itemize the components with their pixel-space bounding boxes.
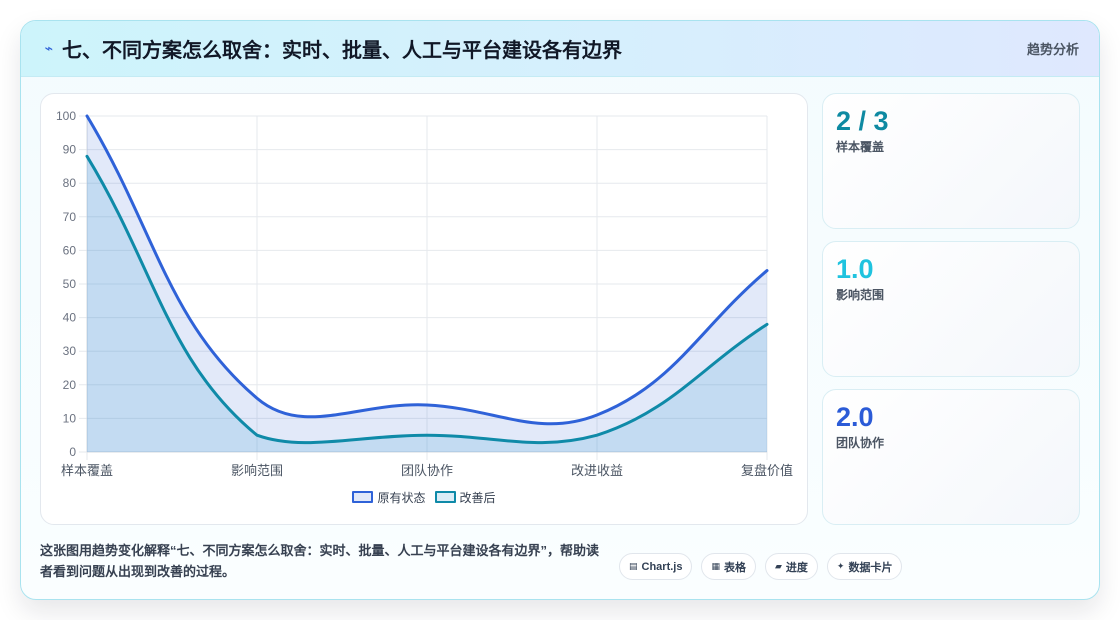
legend-item-improved[interactable]: 改善后 bbox=[434, 489, 496, 506]
panel-type-badge: 趋势分析 bbox=[1026, 42, 1079, 57]
data-point bbox=[423, 431, 431, 439]
y-tick-label: 50 bbox=[63, 277, 77, 291]
trend-spark-icon: ⌁ bbox=[44, 40, 54, 57]
legend-swatch-original bbox=[352, 491, 374, 503]
data-point bbox=[253, 394, 261, 402]
tag-label: 表格 bbox=[724, 561, 746, 574]
stat-value: 2.0 bbox=[836, 402, 874, 432]
stat-label: 影响范围 bbox=[836, 288, 885, 302]
series-2-line bbox=[85, 154, 769, 445]
trend-line-chart: 0 10 20 30 40 50 60 70 80 90 100 样本覆盖 影响范围 团队协作 改进收益 复盘… bbox=[56, 109, 793, 478]
tag-list: ▤ Chart.js ▦ 表格 ▰ 进度 ✦ 数据卡片 bbox=[619, 553, 903, 580]
x-tick-label: 影响范围 bbox=[231, 463, 283, 478]
data-point bbox=[83, 152, 91, 160]
panel-title-group: ⌁ 七、不同方案怎么取舍：实时、批量、人工与平台建设各有边界 bbox=[42, 21, 622, 76]
stat-label: 样本覆盖 bbox=[836, 140, 885, 154]
legend-label-original: 原有状态 bbox=[377, 490, 426, 505]
y-tick-label: 10 bbox=[63, 411, 77, 425]
x-tick-label: 团队协作 bbox=[401, 463, 453, 478]
data-point bbox=[763, 267, 771, 275]
y-tick-label: 0 bbox=[69, 445, 76, 459]
x-tick-label: 样本覆盖 bbox=[61, 463, 113, 478]
data-point bbox=[763, 320, 771, 328]
stat-label: 团队协作 bbox=[836, 436, 885, 450]
panel-header: ⌁ 七、不同方案怎么取舍：实时、批量、人工与平台建设各有边界 趋势分析 bbox=[21, 21, 1099, 77]
x-tick-label: 改进收益 bbox=[571, 463, 623, 478]
tag-label: 进度 bbox=[785, 561, 808, 574]
series-1-area bbox=[87, 116, 767, 452]
data-point bbox=[253, 431, 261, 439]
stat-card-sample-coverage: 2 / 3 样本覆盖 bbox=[822, 93, 1080, 229]
sparkle-icon: ✦ bbox=[836, 561, 845, 572]
series-2-area bbox=[87, 156, 767, 452]
chart-legend: 原有状态 改善后 bbox=[41, 489, 807, 505]
series-1-line bbox=[85, 114, 769, 426]
legend-label-improved: 改善后 bbox=[459, 490, 496, 505]
y-tick-label: 20 bbox=[63, 378, 77, 392]
tag-label: Chart.js bbox=[641, 560, 683, 573]
y-tick-label: 100 bbox=[56, 109, 76, 123]
data-point bbox=[83, 112, 91, 120]
legend-swatch-improved bbox=[434, 491, 456, 503]
tag-data-card: ✦ 数据卡片 bbox=[826, 553, 903, 580]
data-point bbox=[593, 411, 601, 419]
data-point bbox=[423, 401, 431, 409]
tag-progress: ▰ 进度 bbox=[765, 553, 818, 580]
y-tick-label: 70 bbox=[63, 210, 77, 224]
y-tick-label: 30 bbox=[63, 344, 77, 358]
tag-label: 数据卡片 bbox=[848, 561, 893, 574]
y-tick-label: 80 bbox=[63, 176, 77, 190]
tag-table: ▦ 表格 bbox=[701, 553, 756, 580]
panel-title: 七、不同方案怎么取舍：实时、批量、人工与平台建设各有边界 bbox=[62, 40, 622, 62]
table-icon: ▦ bbox=[711, 561, 720, 572]
data-point bbox=[593, 431, 601, 439]
progress-bar-icon: ▰ bbox=[775, 561, 782, 572]
tag-chartjs: ▤ Chart.js bbox=[619, 553, 693, 580]
y-tick-label: 40 bbox=[63, 311, 77, 325]
y-tick-label: 60 bbox=[63, 243, 77, 257]
chart-description: 这张图用趋势变化解释“七、不同方案怎么取舍：实时、批量、人工与平台建设各有边界”… bbox=[40, 543, 600, 579]
stat-card-impact-scope: 1.0 影响范围 bbox=[822, 241, 1080, 377]
legend-item-original[interactable]: 原有状态 bbox=[352, 489, 426, 506]
stat-value: 2 / 3 bbox=[836, 106, 889, 136]
trend-panel: ⌁ 七、不同方案怎么取舍：实时、批量、人工与平台建设各有边界 趋势分析 0 10 2… bbox=[20, 20, 1100, 600]
stat-value: 1.0 bbox=[836, 254, 874, 284]
chart-card: 0 10 20 30 40 50 60 70 80 90 100 样本覆盖 影响范围 团队协作 改进收益 复盘… bbox=[40, 93, 808, 525]
chart-window-icon: ▤ bbox=[629, 561, 638, 572]
y-tick-label: 90 bbox=[63, 143, 77, 157]
stat-card-team-collab: 2.0 团队协作 bbox=[822, 389, 1080, 525]
x-tick-label: 复盘价值 bbox=[741, 463, 793, 478]
